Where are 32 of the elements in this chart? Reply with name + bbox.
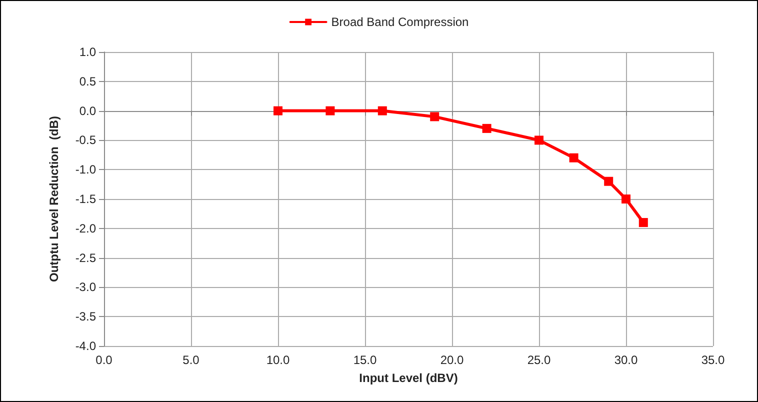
x-tick-label: 20.0	[440, 353, 464, 367]
x-tick-label: 5.0	[182, 353, 200, 367]
y-tick-label: -1.0	[75, 162, 96, 177]
point	[604, 176, 614, 186]
point	[638, 218, 648, 228]
x-tick-label: 15.0	[353, 353, 377, 367]
y-tick-label: 1.0	[79, 45, 96, 59]
point	[378, 106, 387, 116]
y-tick-label: -2.0	[75, 221, 96, 236]
point	[482, 124, 492, 133]
point	[326, 106, 335, 116]
legend-label: Broad Band Compression	[331, 15, 469, 29]
x-tick-label: 25.0	[527, 353, 551, 367]
y-tick-label: -4.0	[75, 339, 96, 353]
y-tick-label: -1.5	[75, 192, 96, 206]
point	[534, 136, 544, 145]
point	[274, 106, 282, 116]
y-tick-label: -3.0	[75, 280, 96, 294]
x-axis-title: Input Level (dBV)	[359, 371, 458, 385]
point	[430, 112, 440, 122]
point	[622, 194, 630, 204]
x-tick-label: 30.0	[614, 353, 638, 367]
x-tick-label: 10.0	[266, 353, 290, 367]
x-tick-label: 35.0	[701, 353, 725, 367]
y-tick-label: -0.5	[75, 133, 96, 148]
x-tick-label: 0.0	[96, 353, 113, 367]
y-tick-label: -2.5	[75, 250, 96, 265]
y-tick-label: 0.0	[79, 104, 96, 118]
y-tick-label: -3.5	[75, 310, 96, 324]
y-axis-title: Outptu Level Reduction (dB)	[47, 116, 61, 282]
y-tick-label: 0.5	[79, 74, 96, 88]
point	[569, 153, 578, 162]
